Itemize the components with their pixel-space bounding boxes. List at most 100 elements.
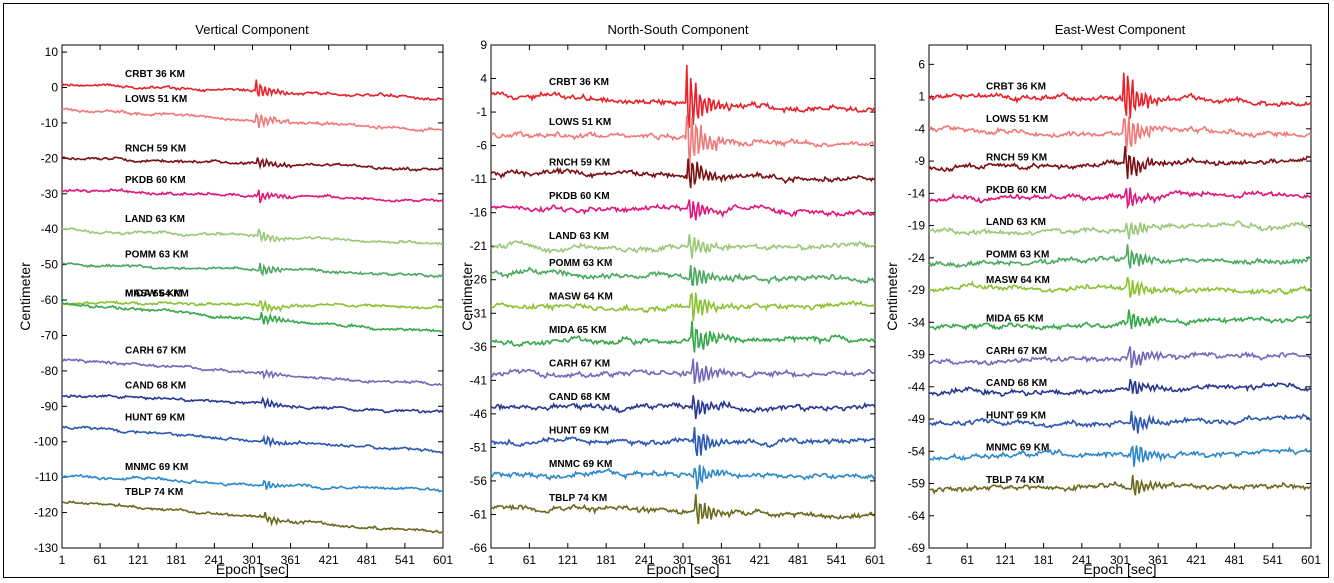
north-south-y-tick-label: -26	[470, 273, 488, 287]
vertical-y-tick-label: -30	[41, 187, 59, 201]
north-south-station-label: CARH 67 KM	[549, 359, 610, 370]
vertical-y-axis-label: Centimeter	[17, 262, 33, 331]
vertical-y-tick-label: -40	[41, 222, 59, 236]
east-west-trace-tblp	[928, 475, 1311, 496]
vertical-trace-masw	[61, 298, 444, 313]
north-south-x-tick-label: 61	[523, 553, 537, 567]
vertical-y-tick-label: -20	[41, 151, 59, 165]
east-west-x-tick-label: 541	[1263, 553, 1283, 567]
north-south-trace-carh	[490, 358, 876, 385]
vertical-x-tick-label: 361	[281, 553, 301, 567]
north-south-trace-pomm	[490, 265, 876, 286]
east-west-station-label: CRBT 36 KM	[986, 82, 1046, 93]
north-south-station-label: CRBT 36 KM	[549, 77, 609, 88]
east-west-y-tick-label: -24	[908, 251, 926, 265]
vertical-y-tick-label: -100	[34, 435, 58, 449]
vertical-trace-cand	[61, 394, 444, 414]
east-west-x-tick-label: 241	[1072, 553, 1092, 567]
east-west-y-tick-label: -9	[914, 154, 925, 168]
vertical-trace-pkdb	[61, 187, 444, 204]
vertical-trace-hunt	[61, 425, 444, 455]
vertical-station-label: PKDB 60 KM	[125, 175, 186, 186]
vertical-trace-carh	[61, 358, 444, 387]
vertical-x-tick-label: 121	[128, 553, 148, 567]
north-south-trace-rnch	[490, 158, 875, 189]
vertical-y-tick-label: -110	[35, 470, 58, 484]
north-south-trace-tblp	[490, 493, 876, 525]
east-west-title: East-West Component	[1055, 22, 1186, 37]
vertical-y-tick-label: -50	[41, 258, 59, 272]
east-west-trace-rnch	[928, 146, 1312, 180]
north-south-x-tick-label: 541	[827, 553, 847, 567]
vertical-x-tick-label: 241	[204, 553, 224, 567]
north-south-title: North-South Component	[608, 22, 749, 37]
north-south-x-tick-label: 421	[750, 553, 770, 567]
vertical-trace-rnch	[61, 156, 444, 172]
east-west-x-tick-label: 121	[995, 553, 1015, 567]
north-south-station-label: MASW 64 KM	[549, 292, 613, 303]
east-west-station-label: CAND 68 KM	[986, 378, 1047, 389]
east-west-station-label: POMM 63 KM	[986, 249, 1049, 260]
north-south-trace-land	[490, 234, 876, 259]
north-south-y-tick-label: -61	[470, 507, 488, 521]
north-south-x-tick-label: 361	[711, 553, 731, 567]
north-south-trace-pkdb	[490, 199, 876, 221]
north-south-x-axis-label: Epoch [sec]	[646, 561, 719, 577]
vertical-station-label: TBLP 74 KM	[125, 487, 183, 498]
east-west-y-tick-label: -39	[908, 348, 926, 362]
north-south-trace-hunt	[490, 427, 876, 457]
north-south-y-tick-label: -66	[470, 541, 488, 555]
east-west-station-label: CARH 67 KM	[986, 346, 1047, 357]
north-south-x-tick-label: 181	[596, 553, 616, 567]
north-south-x-tick-label: 301	[673, 553, 693, 567]
vertical-x-tick-label: 61	[93, 553, 107, 567]
vertical-x-tick-label: 481	[357, 553, 377, 567]
north-south-y-tick-label: -51	[470, 440, 488, 454]
north-south-y-tick-label: 4	[480, 72, 487, 86]
east-west-station-label: MIDA 65 KM	[986, 314, 1043, 325]
north-south-y-tick-label: -31	[470, 306, 488, 320]
north-south-station-label: CAND 68 KM	[549, 392, 610, 403]
vertical-y-tick-label: -120	[34, 506, 58, 520]
north-south-y-tick-label: -6	[476, 139, 487, 153]
north-south-trace-mnmc	[490, 464, 876, 490]
east-west-station-label: LOWS 51 KM	[986, 114, 1048, 125]
east-west-station-label: HUNT 69 KM	[986, 410, 1046, 421]
north-south-x-tick-label: 601	[865, 553, 885, 567]
east-west-x-tick-label: 61	[961, 553, 975, 567]
north-south-x-tick-label: 121	[558, 553, 578, 567]
east-west-y-tick-label: -19	[908, 219, 926, 233]
east-west-y-tick-label: 1	[918, 90, 925, 104]
vertical-y-tick-label: -80	[41, 364, 59, 378]
north-south-trace-masw	[490, 292, 876, 322]
east-west-station-label: RNCH 59 KM	[986, 153, 1047, 164]
vertical-trace-tblp	[61, 500, 444, 534]
east-west-trace-carh	[928, 346, 1312, 368]
north-south-y-tick-label: -56	[470, 474, 488, 488]
vertical-trace-mida	[61, 302, 444, 334]
east-west-trace-pkdb	[928, 187, 1312, 210]
north-south-station-label: POMM 63 KM	[549, 258, 612, 269]
east-west-station-label: LAND 63 KM	[986, 217, 1046, 228]
north-south-y-tick-label: -21	[470, 239, 488, 253]
vertical-station-label: MNMC 69 KM	[125, 462, 188, 473]
north-south-station-label: LAND 63 KM	[549, 231, 609, 242]
east-west-y-tick-label: -64	[908, 509, 926, 523]
east-west-y-tick-label: -69	[908, 541, 926, 555]
east-west-y-tick-label: -14	[908, 186, 926, 200]
vertical-station-label: POMM 63 KM	[125, 250, 188, 261]
vertical-y-tick-label: -60	[41, 293, 59, 307]
vertical-station-label: RNCH 59 KM	[125, 143, 186, 154]
vertical-station-label: MIDA 65 KM	[125, 289, 182, 300]
vertical-y-tick-label: -70	[41, 328, 59, 342]
vertical-station-label: MASW 64 KM	[125, 289, 189, 300]
north-south-trace-cand	[490, 395, 876, 419]
vertical-x-tick-label: 541	[395, 553, 415, 567]
east-west-trace-mnmc	[928, 444, 1312, 467]
vertical-station-label: CARH 67 KM	[125, 345, 186, 356]
vertical-station-label: LOWS 51 KM	[125, 94, 187, 105]
vertical-x-axis-label: Epoch [sec]	[216, 561, 289, 577]
east-west-trace-crbt	[928, 72, 1312, 119]
east-west-trace-hunt	[928, 410, 1312, 434]
